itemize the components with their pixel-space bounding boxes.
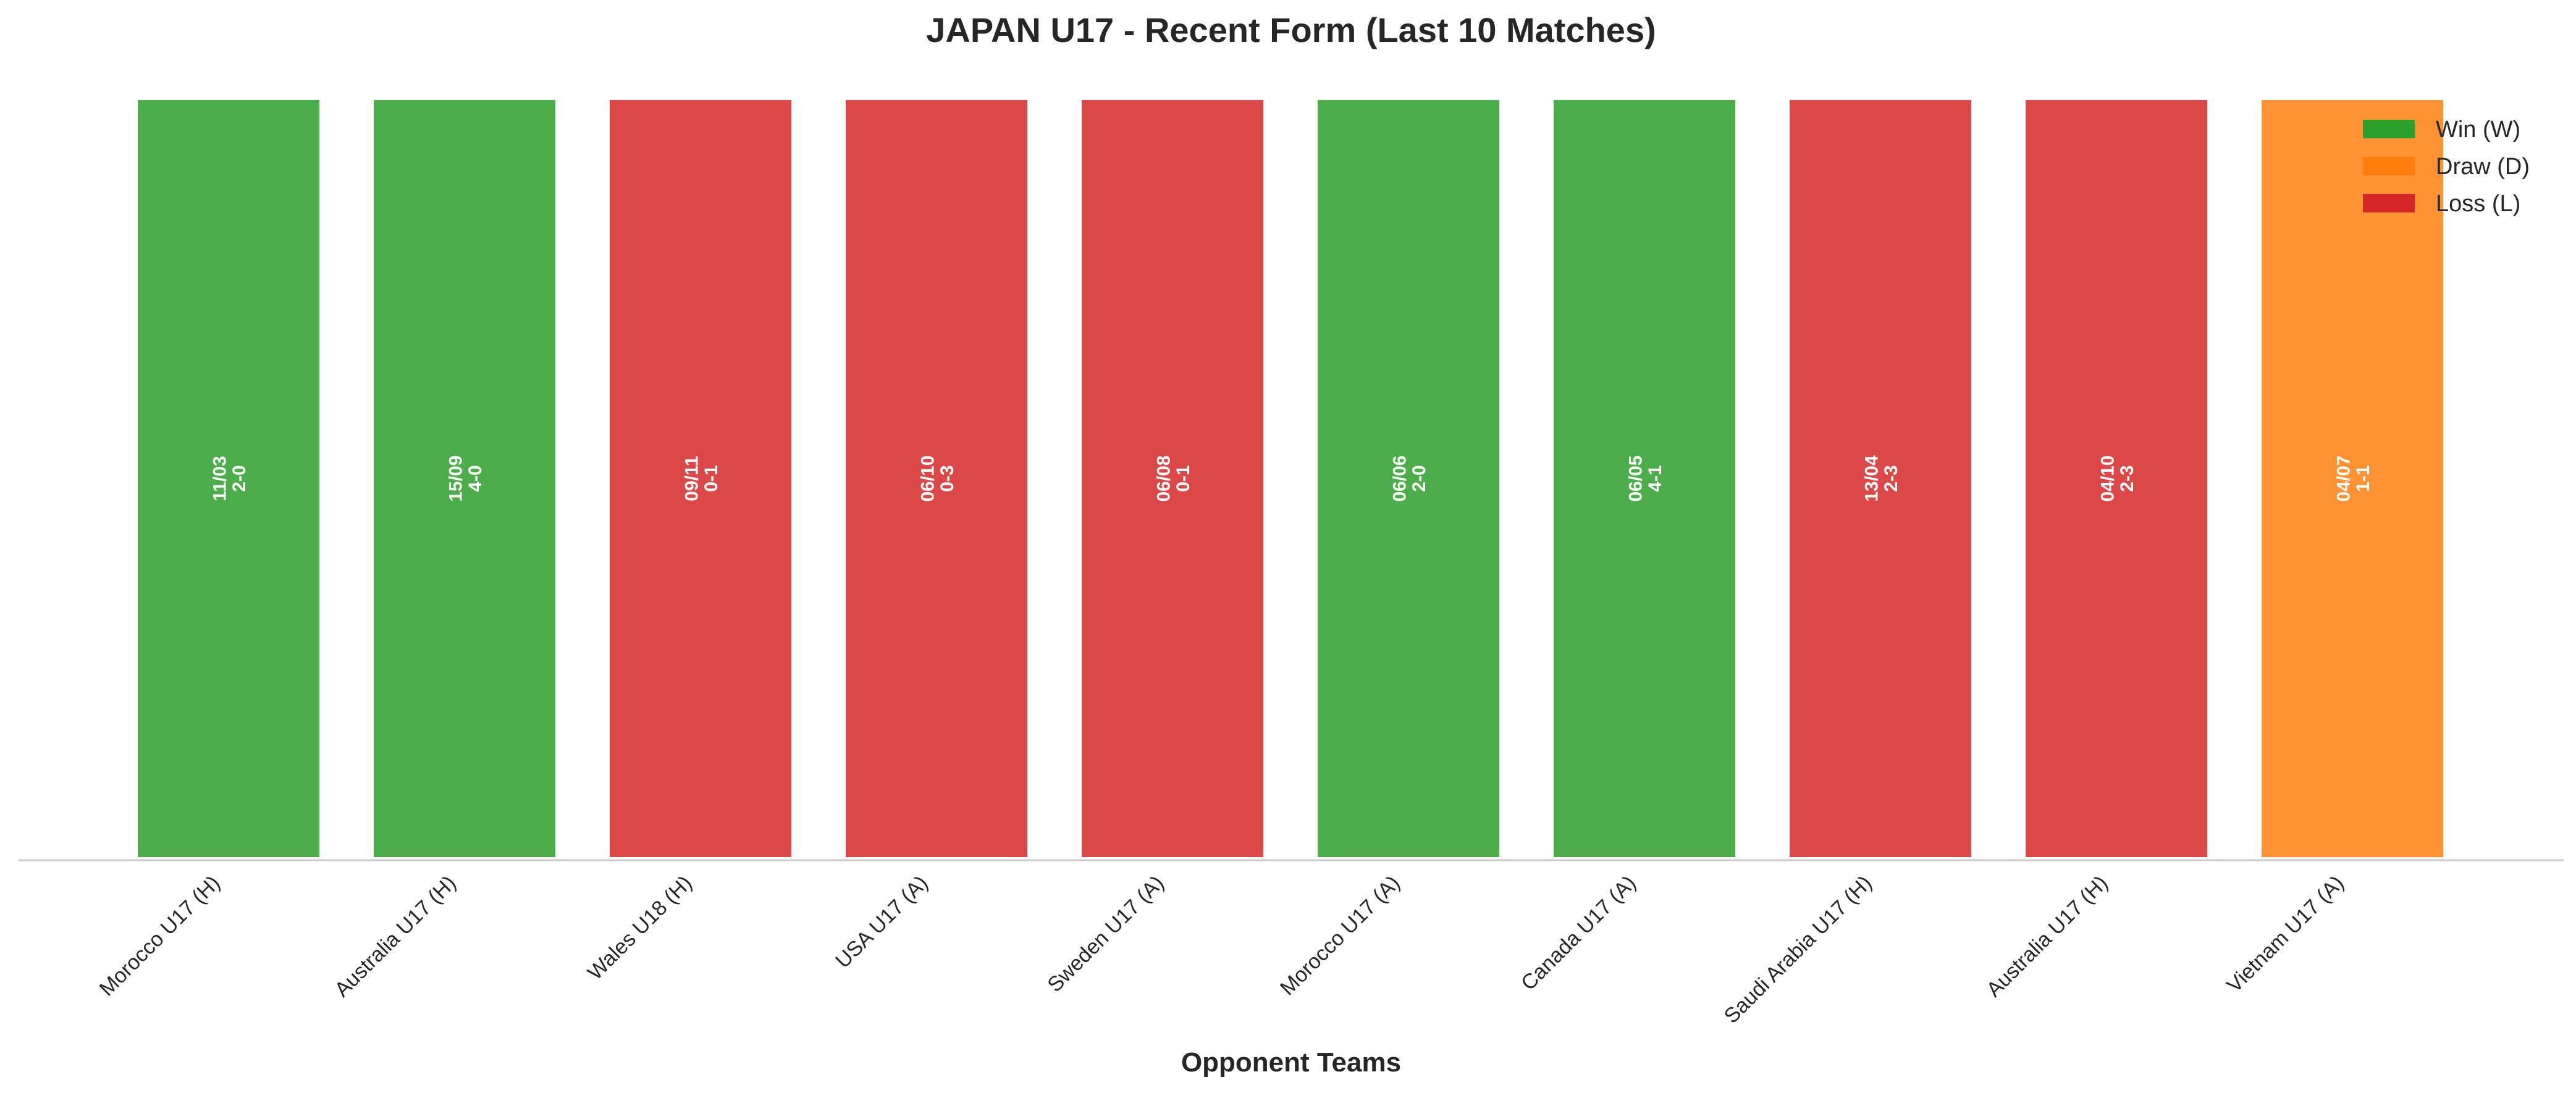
bar-4	[843, 98, 1030, 860]
x-tick-label-7: Canada U17 (A)	[1517, 871, 1641, 995]
bar-6	[1315, 98, 1502, 860]
x-tick-label-4: USA U17 (A)	[831, 871, 932, 973]
bar-1	[135, 98, 322, 860]
bar-label-3: 09/110-1	[682, 456, 722, 501]
legend-swatch-d	[2363, 157, 2415, 175]
bar-label-2: 15/094-0	[446, 455, 486, 501]
legend-label-d: Draw (D)	[2436, 154, 2530, 180]
bar-label-8: 13/042-3	[1862, 455, 1902, 501]
bar-label-5: 06/080-1	[1154, 455, 1194, 501]
x-tick-label-10: Vietnam U17 (A)	[2223, 871, 2349, 997]
bar-score-label: 2-0	[1409, 465, 1429, 492]
bar-label-10: 04/071-1	[2334, 455, 2374, 501]
bar-date-label: 06/05	[1626, 455, 1646, 501]
bar-2	[371, 98, 558, 860]
bar-score-label: 4-1	[1645, 465, 1665, 492]
x-tick-labels: Morocco U17 (H) Australia U17 (H) Wales U1…	[95, 871, 2349, 1028]
bar-date-label: 04/10	[2098, 455, 2118, 501]
bar-date-label: 04/07	[2334, 455, 2354, 501]
bar-label-4: 06/100-3	[918, 455, 958, 501]
bar-score-label: 2-3	[2117, 465, 2137, 492]
bar-date-label: 13/04	[1862, 455, 1882, 501]
bar-date-label: 09/11	[682, 456, 702, 501]
legend-swatch-l	[2363, 194, 2415, 212]
bar-8	[1787, 98, 1974, 860]
legend: Win (W) Draw (D) Loss (L)	[2363, 117, 2530, 217]
bar-score-label: 1-1	[2353, 465, 2373, 492]
bar-3	[607, 98, 794, 860]
x-tick-label-5: Sweden U17 (A)	[1043, 871, 1168, 997]
bar-5	[1079, 98, 1266, 860]
x-axis-label: Opponent Teams	[1181, 1047, 1401, 1078]
bar-label-6: 06/062-0	[1390, 455, 1430, 501]
chart-title: JAPAN U17 - Recent Form (Last 10 Matches…	[926, 10, 1656, 49]
bar-score-label: 4-0	[465, 465, 486, 492]
bar-score-label: 2-0	[229, 465, 250, 492]
bar-date-label: 06/06	[1390, 455, 1410, 501]
legend-swatch-w	[2363, 120, 2415, 138]
legend-label-w: Win (W)	[2436, 117, 2520, 143]
x-tick-label-3: Wales U18 (H)	[583, 871, 697, 985]
bar-labels-group: 11/032-0 15/094-0 09/110-1 06/100-3 06/080-1…	[210, 455, 2374, 501]
bar-label-1: 11/032-0	[210, 456, 250, 501]
x-tick-label-1: Morocco U17 (H)	[95, 871, 225, 1001]
bar-label-9: 04/102-3	[2098, 455, 2138, 501]
bar-score-label: 2-3	[1881, 465, 1901, 492]
x-tick-label-9: Australia U17 (H)	[1982, 871, 2112, 1002]
x-tick-label-8: Saudi Arabia U17 (H)	[1720, 871, 1877, 1028]
x-tick-label-2: Australia U17 (H)	[330, 871, 460, 1002]
bar-date-label: 15/09	[446, 455, 466, 501]
x-tick-label-6: Morocco U17 (A)	[1276, 871, 1405, 1000]
bars-group	[135, 98, 2446, 860]
bar-date-label: 06/10	[918, 455, 938, 501]
bar-label-7: 06/054-1	[1626, 455, 1666, 501]
bar-9	[2023, 98, 2210, 860]
bar-date-label: 06/08	[1154, 455, 1174, 501]
bar-10	[2259, 98, 2446, 860]
bar-score-label: 0-1	[1173, 465, 1193, 492]
bar-score-label: 0-1	[701, 465, 722, 492]
bar-7	[1551, 98, 1738, 860]
legend-label-l: Loss (L)	[2436, 191, 2520, 217]
bar-score-label: 0-3	[937, 465, 958, 492]
bar-date-label: 11/03	[210, 456, 230, 501]
